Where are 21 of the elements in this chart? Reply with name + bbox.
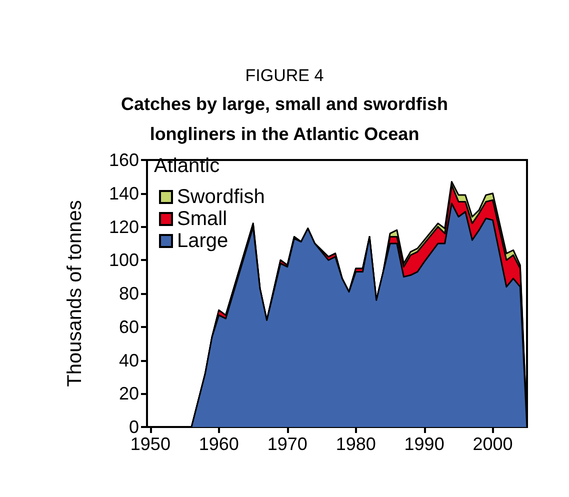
legend-label: Small xyxy=(177,208,228,230)
y-tick-label: 60 xyxy=(118,316,139,337)
x-tick-label: 1970 xyxy=(267,434,308,454)
legend-label: Swordfish xyxy=(177,186,265,208)
y-tick-label: 40 xyxy=(118,350,139,370)
y-tick-label: 20 xyxy=(118,384,139,404)
x-tick-label: 1950 xyxy=(130,434,170,454)
x-tick-label: 1990 xyxy=(404,434,444,454)
y-tick-label: 80 xyxy=(118,284,139,304)
x-tick-label: 2000 xyxy=(472,434,513,454)
y-tick-label: 160 xyxy=(108,150,139,170)
y-axis-title: Thousands of tonnes xyxy=(64,200,86,387)
y-tick-label: 140 xyxy=(108,183,139,204)
x-tick-label: 1980 xyxy=(336,434,376,454)
y-tick-label: 0 xyxy=(128,417,139,437)
chart-title: FIGURE 4 xyxy=(245,66,324,85)
x-tick-label: 1960 xyxy=(198,434,239,454)
y-tick-label: 120 xyxy=(108,216,139,237)
legend-label: Large xyxy=(177,230,228,252)
chart-subtitle: Catches by large, small and swordfish longliners in the Atlantic Ocean xyxy=(120,94,448,144)
y-tick-label: 100 xyxy=(108,250,139,270)
